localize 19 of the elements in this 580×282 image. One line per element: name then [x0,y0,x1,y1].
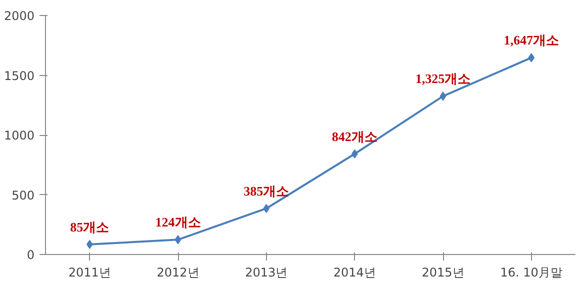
data-label: 842개소 [332,128,378,144]
x-tick-label: 16. 10月말 [500,266,562,280]
x-tick-label: 2014년 [333,266,376,280]
x-tick-label: 2015년 [422,266,464,280]
data-label: 124개소 [155,214,201,230]
point [440,92,446,101]
point [174,235,182,244]
y-tick-label: 1000 [4,128,35,142]
data-label: 1,647개소 [504,32,559,48]
y-tick-label: 500 [12,188,34,202]
data-label: 1,325개소 [415,71,471,86]
data-label: 85개소 [70,219,110,234]
y-tick-label: 0 [26,248,35,262]
x-tick-label: 2011년 [68,266,111,280]
y-tick-label: 2000 [4,9,35,23]
y-tick-label: 1500 [4,68,35,83]
x-tick-label: 2012년 [156,266,200,280]
x-tick-label: 2013년 [245,266,288,280]
data-label: 385개소 [244,183,290,198]
